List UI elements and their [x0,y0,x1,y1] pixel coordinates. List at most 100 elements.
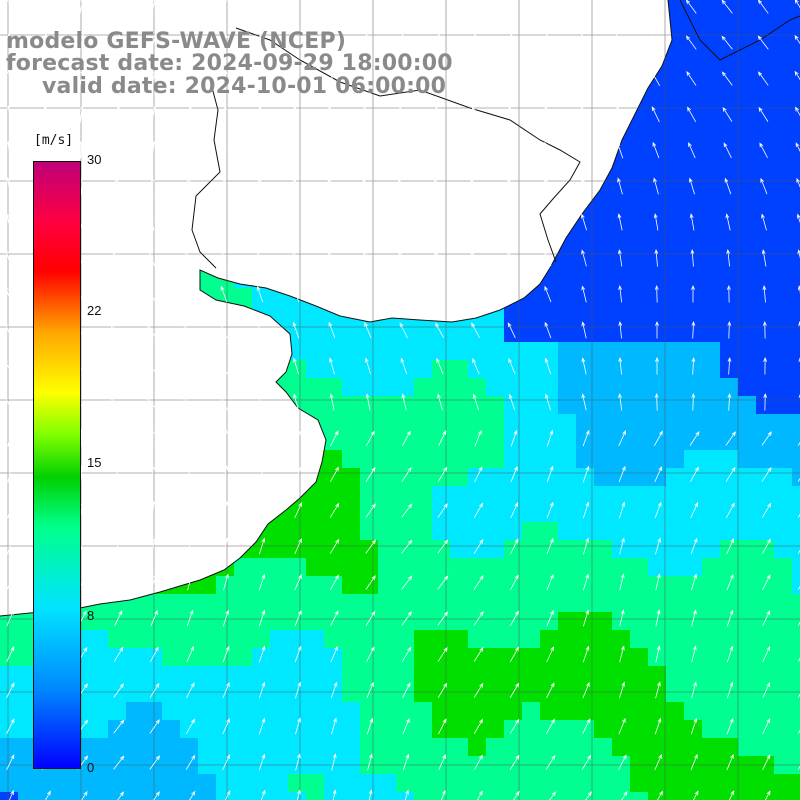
wind-arrow [186,609,194,627]
wind-cell [792,324,800,342]
wind-cell [432,378,450,396]
wind-arrow [545,33,551,51]
wind-arrow [762,610,771,627]
wind-cell [666,198,684,216]
wind-arrow [580,177,588,195]
wind-cell [702,144,720,162]
wind-cell [630,774,648,792]
wind-cell [630,666,648,684]
wind-cell [756,450,774,468]
wind-arrow [585,791,592,800]
wind-cell [666,324,684,342]
wind-cell [702,108,720,126]
wind-cell [594,324,612,342]
wind-cell [774,0,792,18]
wind-cell [702,126,720,144]
wind-cell [126,684,144,702]
wind-cell [738,504,756,522]
wind-cell [306,720,324,738]
wind-cell [792,504,800,522]
wind-cell [270,576,288,594]
wind-arrow [724,177,732,195]
wind-cell [684,558,702,576]
wind-cell [396,522,414,540]
wind-cell [270,630,288,648]
wind-cell [108,666,126,684]
wind-cell [594,198,612,216]
wind-arrow [691,609,697,627]
wind-cell [378,414,396,432]
wind-cell [702,324,720,342]
wind-cell [324,774,342,792]
wind-arrow [79,69,85,87]
wind-cell [720,792,738,800]
wind-cell [594,702,612,720]
wind-cell [720,774,738,792]
wind-cell [774,774,792,792]
wind-arrow [544,321,552,339]
wind-cell [666,306,684,324]
wind-arrow [4,321,12,339]
wind-arrow [368,789,373,800]
wind-arrow [436,357,444,375]
wind-cell [468,378,486,396]
wind-arrow [544,141,552,159]
wind-arrow [693,790,699,800]
wind-cell [378,738,396,756]
wind-arrow [183,322,192,339]
wind-cell [504,522,522,540]
wind-arrow [398,143,409,158]
wind-cell [522,306,540,324]
wind-arrow [401,539,413,554]
wind-cell [306,630,324,648]
wind-cell [612,414,630,432]
wind-cell [486,612,504,630]
wind-cell [306,792,324,800]
wind-arrow [45,790,51,800]
wind-cell [612,270,630,288]
wind-cell [774,594,792,612]
wind-cell [684,198,702,216]
wind-cell [630,126,648,144]
wind-cell [432,792,450,800]
wind-arrow [151,537,157,555]
wind-arrow [113,213,119,231]
wind-cell [468,630,486,648]
title-forecast-date: forecast date: 2024-09-29 18:00:00 [6,51,453,76]
wind-cell [594,216,612,234]
wind-arrow [690,502,698,519]
wind-cell [18,684,36,702]
wind-arrow [757,71,769,86]
wind-cell [738,90,756,108]
wind-arrow [113,755,125,770]
wind-arrow [150,428,155,447]
wind-cell [612,306,630,324]
wind-cell [162,648,180,666]
wind-cell [558,630,576,648]
wind-cell [450,432,468,450]
wind-arrow [654,717,662,735]
wind-cell [648,702,666,720]
wind-cell [792,288,800,306]
wind-arrow [294,465,302,483]
wind-cell [774,792,792,800]
wind-cell [774,684,792,702]
wind-arrow [150,176,155,195]
wind-cell [378,342,396,360]
wind-arrow [582,501,590,519]
wind-arrow [258,0,263,15]
wind-cell [486,522,504,540]
wind-cell [18,702,36,720]
wind-arrow [438,718,447,735]
wind-arrow [330,681,338,699]
wind-arrow [256,321,264,339]
wind-cell [630,198,648,216]
wind-arrow [187,537,193,555]
wind-arrow [366,646,375,663]
wind-arrow [470,251,481,266]
wind-cell [450,486,468,504]
wind-arrow [618,717,626,735]
wind-arrow [329,574,339,590]
wind-cell [198,612,216,630]
wind-cell [576,594,594,612]
